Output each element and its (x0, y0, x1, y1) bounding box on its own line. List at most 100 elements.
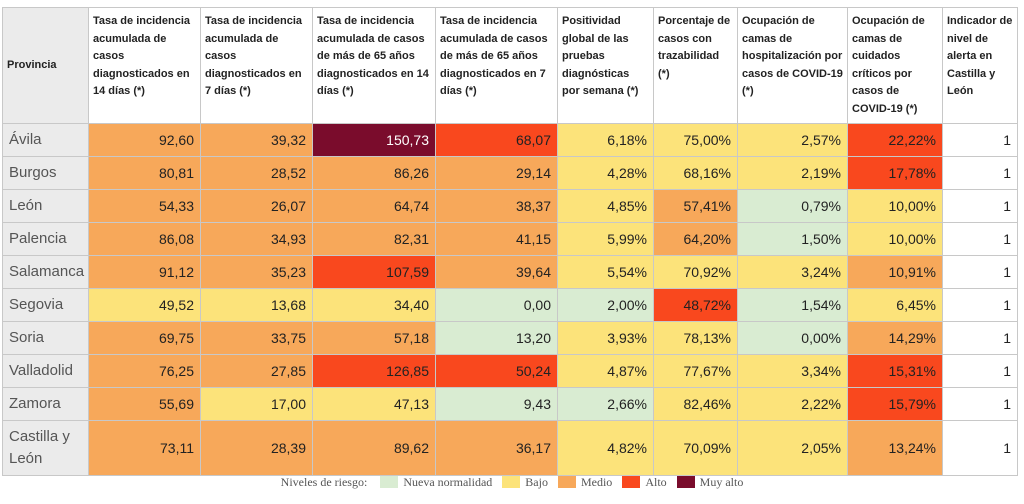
value-cell: 13,68 (200, 288, 313, 322)
value-cell: 1 (942, 420, 1018, 476)
table-row: Soria 69,75 33,75 57,18 13,20 3,93% 78,13% 0,00… (2, 321, 1018, 355)
table-row: Ávila 92,60 39,32 150,73 68,07 6,18% 75,00% 2,5… (2, 123, 1018, 157)
value-cell: 6,45% (847, 288, 943, 322)
province-cell: Ávila (2, 123, 89, 157)
value-cell: 34,93 (200, 222, 313, 256)
value-cell: 55,69 (88, 387, 201, 421)
table-body: Ávila 92,60 39,32 150,73 68,07 6,18% 75,00% 2,5… (2, 123, 1018, 476)
value-cell: 2,22% (737, 387, 848, 421)
value-cell: 1 (942, 123, 1018, 157)
province-cell: Salamanca (2, 255, 89, 289)
value-cell: 10,91% (847, 255, 943, 289)
value-cell: 69,75 (88, 321, 201, 355)
value-cell: 3,34% (737, 354, 848, 388)
table-row: Burgos 80,81 28,52 86,26 29,14 4,28% 68,16% 2,1… (2, 156, 1018, 190)
table-row: Zamora 55,69 17,00 47,13 9,43 2,66% 82,46% 2,22… (2, 387, 1018, 421)
table-row: Valladolid 76,25 27,85 126,85 50,24 4,87% 77,6… (2, 354, 1018, 388)
value-cell: 48,72% (653, 288, 738, 322)
value-cell: 15,31% (847, 354, 943, 388)
column-header: Tasa de incidencia acumulada de casos de… (312, 7, 436, 124)
value-cell: 57,41% (653, 189, 738, 223)
legend-title: Niveles de riesgo: (280, 474, 368, 489)
value-cell: 77,67% (653, 354, 738, 388)
value-cell: 22,22% (847, 123, 943, 157)
value-cell: 2,00% (557, 288, 654, 322)
value-cell: 57,18 (312, 321, 436, 355)
table-row: Segovia 49,52 13,68 34,40 0,00 2,00% 48,72% 1,5… (2, 288, 1018, 322)
column-header: Positividad global de las pruebas diagnó… (557, 7, 654, 124)
province-cell: Segovia (2, 288, 89, 322)
value-cell: 91,12 (88, 255, 201, 289)
legend-label: Alto (645, 474, 667, 489)
province-cell: Zamora (2, 387, 89, 421)
column-header: Ocupación de camas de hospitalización po… (737, 7, 848, 124)
column-header: Ocupación de camas de cuidados críticos … (847, 7, 943, 124)
value-cell: 1,50% (737, 222, 848, 256)
value-cell: 86,08 (88, 222, 201, 256)
value-cell: 13,20 (435, 321, 558, 355)
value-cell: 4,87% (557, 354, 654, 388)
table-row: Palencia 86,08 34,93 82,31 41,15 5,99% 64,20% 1… (2, 222, 1018, 256)
value-cell: 4,82% (557, 420, 654, 476)
value-cell: 0,79% (737, 189, 848, 223)
value-cell: 1 (942, 387, 1018, 421)
value-cell: 36,17 (435, 420, 558, 476)
value-cell: 3,93% (557, 321, 654, 355)
value-cell: 47,13 (312, 387, 436, 421)
legend-label: Muy alto (699, 474, 744, 489)
value-cell: 89,62 (312, 420, 436, 476)
province-cell: León (2, 189, 89, 223)
column-header: Porcentaje de casos con trazabilidad (*) (653, 7, 738, 124)
legend-swatch (502, 476, 521, 489)
legend-swatch (557, 476, 576, 489)
value-cell: 15,79% (847, 387, 943, 421)
table-row: Salamanca 91,12 35,23 107,59 39,64 5,54% 70,92… (2, 255, 1018, 289)
value-cell: 1 (942, 354, 1018, 388)
value-cell: 2,57% (737, 123, 848, 157)
province-cell: Burgos (2, 156, 89, 190)
value-cell: 10,00% (847, 222, 943, 256)
value-cell: 3,24% (737, 255, 848, 289)
value-cell: 150,73 (312, 123, 436, 157)
value-cell: 39,32 (200, 123, 313, 157)
value-cell: 10,00% (847, 189, 943, 223)
legend-swatch (676, 476, 695, 489)
value-cell: 80,81 (88, 156, 201, 190)
value-cell: 68,16% (653, 156, 738, 190)
header-row: Provincia Tasa de incidencia acumulada de… (2, 7, 1018, 124)
value-cell: 70,92% (653, 255, 738, 289)
value-cell: 35,23 (200, 255, 313, 289)
value-cell: 92,60 (88, 123, 201, 157)
value-cell: 86,26 (312, 156, 436, 190)
value-cell: 78,13% (653, 321, 738, 355)
value-cell: 14,29% (847, 321, 943, 355)
value-cell: 1 (942, 321, 1018, 355)
value-cell: 13,24% (847, 420, 943, 476)
value-cell: 50,24 (435, 354, 558, 388)
value-cell: 68,07 (435, 123, 558, 157)
value-cell: 38,37 (435, 189, 558, 223)
column-header: Tasa de incidencia acumulada de casos di… (88, 7, 201, 124)
value-cell: 54,33 (88, 189, 201, 223)
province-cell: Valladolid (2, 354, 89, 388)
legend: Niveles de riesgo: Nueva normalidad Bajo M… (0, 474, 1024, 490)
column-header: Provincia (2, 7, 89, 124)
value-cell: 17,78% (847, 156, 943, 190)
value-cell: 28,52 (200, 156, 313, 190)
value-cell: 82,31 (312, 222, 436, 256)
value-cell: 107,59 (312, 255, 436, 289)
value-cell: 64,74 (312, 189, 436, 223)
province-cell: Castilla y León (2, 420, 89, 476)
province-cell: Soria (2, 321, 89, 355)
value-cell: 27,85 (200, 354, 313, 388)
legend-swatch (380, 476, 399, 489)
value-cell: 26,07 (200, 189, 313, 223)
value-cell: 4,28% (557, 156, 654, 190)
value-cell: 29,14 (435, 156, 558, 190)
value-cell: 39,64 (435, 255, 558, 289)
value-cell: 2,05% (737, 420, 848, 476)
value-cell: 9,43 (435, 387, 558, 421)
value-cell: 73,11 (88, 420, 201, 476)
value-cell: 1 (942, 156, 1018, 190)
